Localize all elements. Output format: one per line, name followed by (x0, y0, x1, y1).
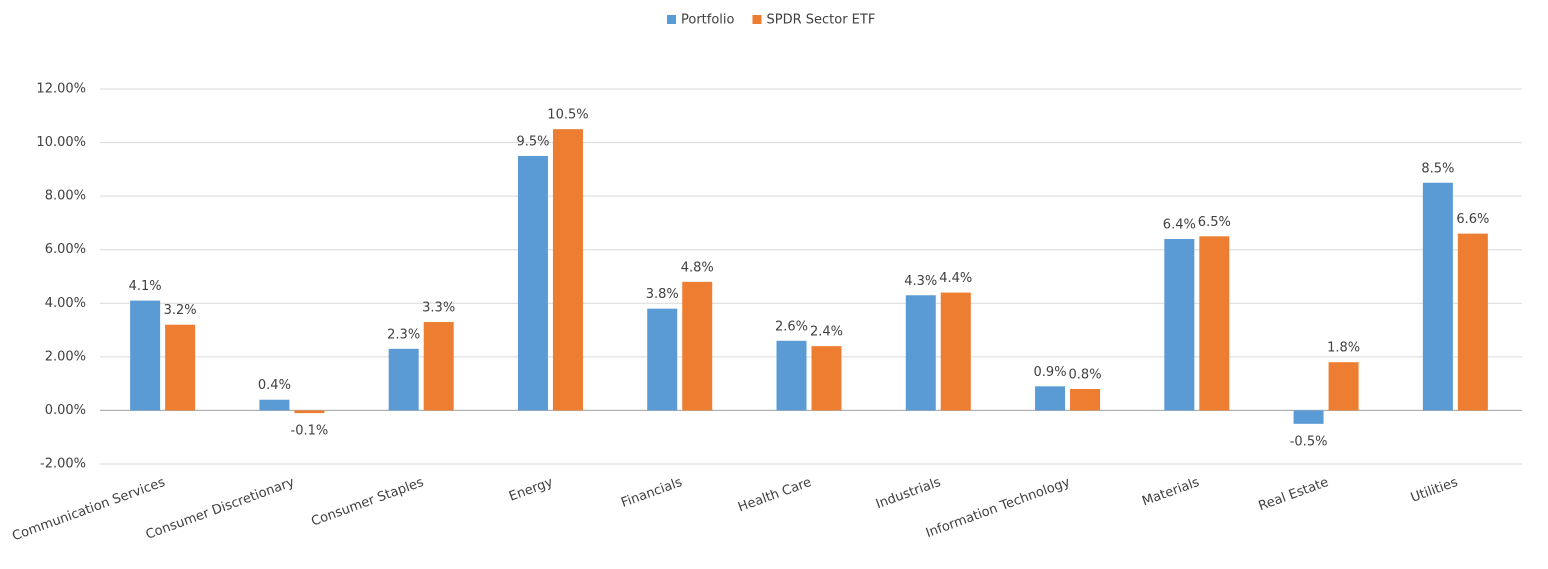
bar (1199, 236, 1230, 411)
data-label: 0.4% (258, 378, 291, 393)
x-tick-label: Financials (619, 475, 684, 511)
bar (552, 129, 583, 411)
x-tick-label: Communication Services (10, 475, 167, 544)
bar (423, 322, 454, 411)
y-tick-label: 4.00% (45, 296, 86, 311)
x-tick-label: Utilities (1409, 475, 1460, 506)
legend-label: Portfolio (681, 13, 735, 28)
bar (1328, 362, 1359, 411)
bar (647, 308, 678, 411)
data-label: 0.8% (1069, 368, 1102, 383)
data-label: -0.5% (1290, 434, 1328, 449)
y-tick-label: 6.00% (45, 242, 86, 257)
y-tick-label: 8.00% (45, 189, 86, 204)
bar (1070, 389, 1101, 411)
x-tick-label: Materials (1140, 475, 1201, 510)
bar (811, 346, 842, 411)
data-label: 4.8% (681, 260, 714, 275)
y-tick-label: 2.00% (45, 349, 86, 364)
bar (1293, 410, 1324, 424)
bar (165, 324, 196, 411)
data-label: 3.3% (422, 301, 455, 316)
x-tick-label: Information Technology (924, 475, 1072, 541)
bar (682, 281, 713, 411)
y-tick-label: 10.00% (36, 135, 86, 150)
x-tick-label: Energy (507, 475, 555, 505)
y-tick-label: 0.00% (45, 403, 86, 418)
data-label: 8.5% (1421, 161, 1454, 176)
x-tick-label: Real Estate (1257, 475, 1331, 514)
data-label: 3.8% (646, 287, 679, 302)
legend-swatch (667, 15, 676, 24)
bar (776, 340, 807, 411)
data-label: 4.4% (939, 271, 972, 286)
y-tick-label: 12.00% (36, 82, 86, 97)
bar (1457, 233, 1488, 411)
legend-label: SPDR Sector ETF (766, 13, 875, 28)
x-tick-label: Industrials (874, 475, 943, 512)
bar (517, 155, 548, 411)
bar (940, 292, 971, 411)
data-label: 4.3% (904, 274, 937, 289)
data-label: 9.5% (516, 134, 549, 149)
bar (1164, 239, 1195, 411)
y-tick-label: -2.00% (40, 457, 86, 472)
bar (294, 410, 325, 414)
legend-swatch (752, 15, 762, 24)
data-label: 10.5% (547, 108, 588, 123)
data-label: 4.1% (129, 279, 162, 294)
x-tick-label: Consumer Staples (309, 475, 426, 530)
data-label: 0.9% (1034, 365, 1067, 380)
data-label: 6.4% (1163, 218, 1196, 233)
data-label: 3.2% (164, 303, 197, 318)
bar (388, 348, 419, 411)
x-tick-label: Health Care (736, 475, 813, 515)
bar (905, 295, 936, 411)
bar (1035, 386, 1066, 411)
bar (130, 300, 161, 411)
data-label: 6.5% (1198, 215, 1231, 230)
data-label: 6.6% (1456, 212, 1489, 227)
data-label: -0.1% (291, 424, 329, 439)
data-label: 2.4% (810, 325, 843, 340)
data-label: 2.3% (387, 327, 420, 342)
bar (259, 399, 290, 411)
bar (1422, 182, 1453, 411)
data-label: 1.8% (1327, 341, 1360, 356)
data-label: 2.6% (775, 319, 808, 334)
x-tick-label: Consumer Discretionary (144, 475, 297, 543)
